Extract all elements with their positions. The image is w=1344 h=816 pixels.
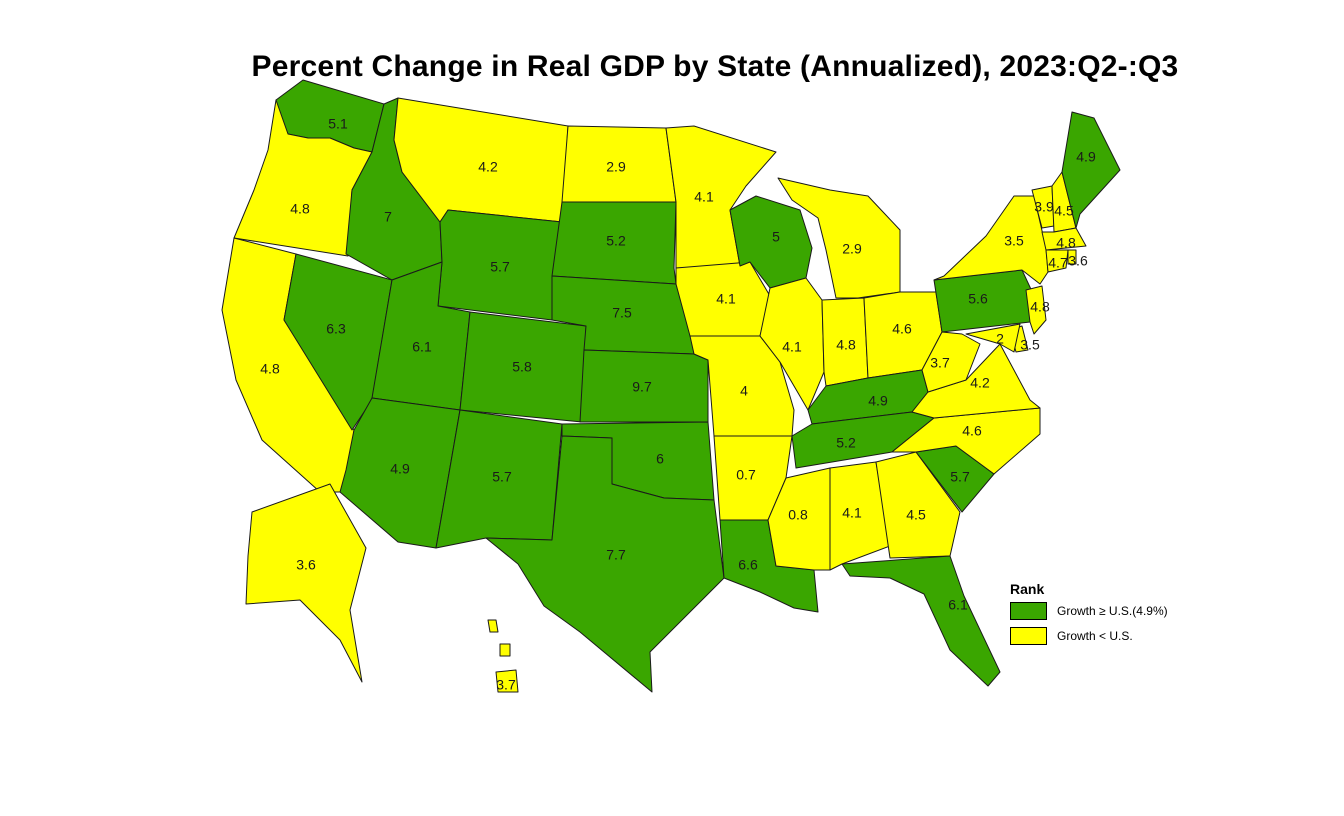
state-value-ga: 4.5 xyxy=(906,507,926,523)
state-value-nc: 4.6 xyxy=(962,423,982,439)
state-value-nh: 4.5 xyxy=(1054,203,1074,219)
state-value-wa: 5.1 xyxy=(328,116,348,132)
state-value-oh: 4.6 xyxy=(892,321,912,337)
state-value-ak: 3.6 xyxy=(296,557,316,573)
legend: Rank Growth ≥ U.S.(4.9%) Growth < U.S. xyxy=(1010,581,1168,652)
state-value-ks: 9.7 xyxy=(632,379,652,395)
state-value-de: 3.5 xyxy=(1020,337,1040,353)
state-il xyxy=(759,277,825,411)
state-value-id: 7 xyxy=(384,209,392,225)
state-value-ca: 4.8 xyxy=(260,361,280,377)
state-value-fl: 6.1 xyxy=(948,597,968,613)
state-value-wy: 5.7 xyxy=(490,259,510,275)
state-value-az: 4.9 xyxy=(390,461,410,477)
state-tx xyxy=(485,435,725,693)
state-hi xyxy=(487,619,519,693)
state-value-va: 4.2 xyxy=(970,375,990,391)
state-value-ky: 4.9 xyxy=(868,393,888,409)
state-ny xyxy=(933,195,1049,285)
state-value-nj: 4.8 xyxy=(1030,299,1050,315)
state-ma xyxy=(1041,227,1087,251)
state-value-vt: 3.9 xyxy=(1034,199,1054,215)
legend-title: Rank xyxy=(1010,581,1045,597)
state-value-sc: 5.7 xyxy=(950,469,970,485)
state-value-pa: 5.6 xyxy=(968,291,988,307)
state-value-wv: 3.7 xyxy=(930,355,950,371)
state-value-in: 4.8 xyxy=(836,337,856,353)
state-value-sd: 5.2 xyxy=(606,233,626,249)
state-value-ms: 0.8 xyxy=(788,507,808,523)
state-value-mo: 4 xyxy=(740,383,748,399)
state-value-ny: 3.5 xyxy=(1004,233,1024,249)
state-value-labels: 5.1 4.8 4.8 7 6.3 4.2 5.7 6.1 5.8 4.9 5.7 2.9 5.2 7.5… xyxy=(260,116,1096,693)
state-value-nm: 5.7 xyxy=(492,469,512,485)
state-sd xyxy=(551,201,677,285)
state-md xyxy=(965,323,1021,353)
state-value-ok: 6 xyxy=(656,451,664,467)
state-value-co: 5.8 xyxy=(512,359,532,375)
map-title: Percent Change in Real GDP by State (Ann… xyxy=(251,50,1179,83)
state-nj xyxy=(1025,285,1047,335)
state-value-nd: 2.9 xyxy=(606,159,626,175)
legend-swatch-above xyxy=(1010,602,1047,620)
state-ct xyxy=(1045,249,1069,273)
state-value-wi: 5 xyxy=(772,229,780,245)
state-value-nv: 6.3 xyxy=(326,321,346,337)
state-value-ia: 4.1 xyxy=(716,291,736,307)
state-ri xyxy=(1067,249,1077,265)
state-value-ct: 4.7 xyxy=(1048,255,1068,271)
state-value-tx: 7.7 xyxy=(606,547,626,563)
state-value-md: 2 xyxy=(996,331,1004,347)
state-value-mi: 2.9 xyxy=(842,241,862,257)
state-al xyxy=(829,461,891,571)
state-value-ne: 7.5 xyxy=(612,305,632,321)
state-fl xyxy=(841,555,1001,687)
state-ak xyxy=(245,483,367,683)
state-value-la: 6.6 xyxy=(738,557,758,573)
legend-item-above: Growth ≥ U.S.(4.9%) xyxy=(1010,602,1168,620)
legend-label-below: Growth < U.S. xyxy=(1057,629,1133,643)
state-value-ut: 6.1 xyxy=(412,339,432,355)
state-value-mt: 4.2 xyxy=(478,159,498,175)
state-ga xyxy=(875,451,961,559)
state-value-mn: 4.1 xyxy=(694,189,714,205)
legend-item-below: Growth < U.S. xyxy=(1010,627,1168,645)
state-value-ri: 3.6 xyxy=(1068,253,1088,269)
state-value-hi: 3.7 xyxy=(496,677,516,693)
state-shapes xyxy=(221,79,1121,693)
legend-swatch-below xyxy=(1010,627,1047,645)
legend-label-above: Growth ≥ U.S.(4.9%) xyxy=(1057,604,1168,618)
state-value-tn: 5.2 xyxy=(836,435,856,451)
state-value-al: 4.1 xyxy=(842,505,862,521)
state-value-me: 4.9 xyxy=(1076,149,1096,165)
state-ks xyxy=(579,349,709,423)
state-value-ma: 4.8 xyxy=(1056,235,1076,251)
state-value-or: 4.8 xyxy=(290,201,310,217)
state-value-ar: 0.7 xyxy=(736,467,756,483)
state-value-il: 4.1 xyxy=(782,339,802,355)
